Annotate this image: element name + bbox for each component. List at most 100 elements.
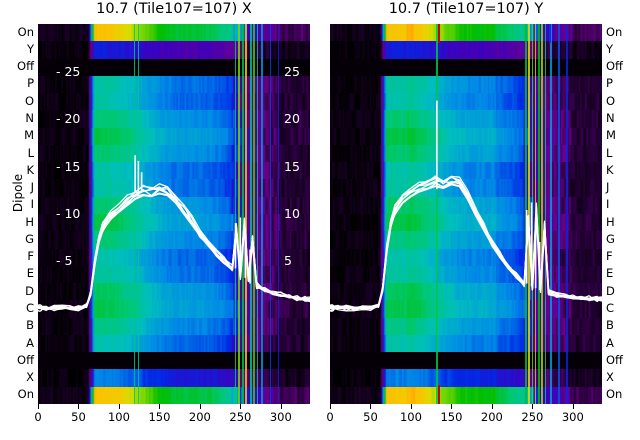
bandpass-trace-y <box>330 24 602 404</box>
dipole-label-right: F <box>606 249 613 264</box>
x-tick-label: 100 <box>107 410 130 424</box>
heatmap-row <box>330 93 602 111</box>
heatmap-row <box>330 334 602 353</box>
dipole-label-right: Y <box>606 41 614 56</box>
dipole-label-left: C <box>25 301 34 315</box>
x-tick <box>491 404 493 409</box>
rfi-stripe <box>245 24 247 404</box>
inner-tick-label: 25 <box>284 64 300 80</box>
rfi-stripe <box>256 24 259 404</box>
x-tick <box>410 404 412 409</box>
x-tick <box>532 404 534 409</box>
panel-title-left: 10.7 (Tile107=107) X <box>96 1 252 17</box>
rfi-stripe <box>242 24 244 404</box>
inner-tick-label: 10 <box>284 205 300 221</box>
dipole-label-right: Off <box>606 59 623 74</box>
x-tick <box>159 404 161 409</box>
bandpass-trace-x <box>38 24 310 404</box>
dipole-label-right: H <box>606 214 615 229</box>
x-tick <box>280 404 282 409</box>
rfi-stripe <box>541 24 543 404</box>
channel-marker <box>548 24 551 43</box>
heatmap-row <box>330 24 602 42</box>
x-tick <box>572 404 574 409</box>
channel-marker <box>437 385 440 404</box>
dipole-label-right: D <box>606 283 615 298</box>
dipole-label-right: B <box>606 318 614 333</box>
dipole-label-left: F <box>27 249 34 264</box>
dipole-label-right: C <box>606 301 615 315</box>
trace-line <box>330 180 602 308</box>
trace-line <box>330 181 602 310</box>
dipole-label-left: O <box>24 93 34 108</box>
heatmap-row <box>330 214 602 232</box>
x-tick-label: 50 <box>71 410 86 424</box>
dipole-label-left: X <box>26 370 34 385</box>
dipole-label-left: M <box>24 128 34 143</box>
dipole-label-right: X <box>606 370 614 385</box>
x-tick <box>199 404 201 409</box>
dipole-label-right: On <box>606 24 623 39</box>
rfi-stripe <box>237 24 240 404</box>
dipole-label-left: Off <box>17 59 34 74</box>
dipole-label-right: L <box>606 145 613 160</box>
rfi-stripe <box>250 24 252 404</box>
x-tick-label: 0 <box>326 410 334 424</box>
inner-tick-label: - 20 <box>56 111 81 127</box>
rfi-stripe <box>277 24 280 404</box>
x-tick-label: 250 <box>229 410 252 424</box>
dipole-label-right: O <box>606 93 616 108</box>
trace-line <box>38 184 310 311</box>
dipole-label-left: K <box>26 162 34 177</box>
dipole-label-right: N <box>606 111 615 125</box>
dipole-label-left: N <box>25 111 34 125</box>
dipole-label-right: M <box>606 128 616 143</box>
rfi-stripe <box>269 24 272 404</box>
dipole-label-right: G <box>606 231 615 246</box>
x-tick <box>118 404 120 409</box>
rfi-stripe <box>253 24 255 404</box>
dipole-label-left: D <box>25 283 34 298</box>
inner-tick-label: - 15 <box>56 158 81 174</box>
rfi-stripe <box>525 24 527 404</box>
inner-tick-label: - 5 <box>56 252 73 268</box>
dipole-label-right: Off <box>606 352 623 367</box>
rfi-stripe <box>133 24 136 404</box>
x-tick-label: 100 <box>399 410 422 424</box>
dipole-label-right: I <box>606 197 610 212</box>
heatmap-row <box>330 41 602 60</box>
dipole-label-right: A <box>606 335 614 350</box>
trace-line <box>330 182 602 310</box>
x-tick <box>240 404 242 409</box>
dipole-label-left: On <box>17 387 34 402</box>
channel-marker <box>437 24 440 43</box>
dipole-label-right: On <box>606 387 623 402</box>
x-tick-label: 150 <box>148 410 171 424</box>
x-tick-label: 200 <box>480 410 503 424</box>
dipole-label-right: E <box>606 266 614 281</box>
rfi-stripe <box>137 24 140 404</box>
rfi-stripe <box>261 24 264 404</box>
trace-origin-marker <box>38 305 42 311</box>
rfi-stripe <box>234 24 237 404</box>
heatmap-row <box>330 127 602 146</box>
x-tick-label: 250 <box>521 410 544 424</box>
heatmap-row <box>330 300 602 319</box>
heatmap-row <box>330 58 602 77</box>
dipole-label-left: L <box>27 145 34 160</box>
x-tick-label: 300 <box>561 410 584 424</box>
rfi-stripe <box>566 24 568 404</box>
rfi-stripe <box>436 24 438 404</box>
dipole-label-left: On <box>17 24 34 39</box>
x-tick-label: 0 <box>34 410 42 424</box>
x-tick <box>38 404 39 409</box>
x-axis-left: 0 50 100 150 200 250 300 <box>34 404 310 440</box>
dipole-label-left: Y <box>26 41 34 56</box>
inner-tick-label: - 25 <box>56 64 81 80</box>
heatmap-panel-x[interactable] <box>38 24 310 404</box>
x-axis-right: 0 50 100 150 200 250 300 <box>326 404 602 440</box>
rfi-stripe <box>544 24 547 404</box>
heatmap-row <box>330 75 602 94</box>
heatmap-panel-y[interactable] <box>330 24 602 404</box>
